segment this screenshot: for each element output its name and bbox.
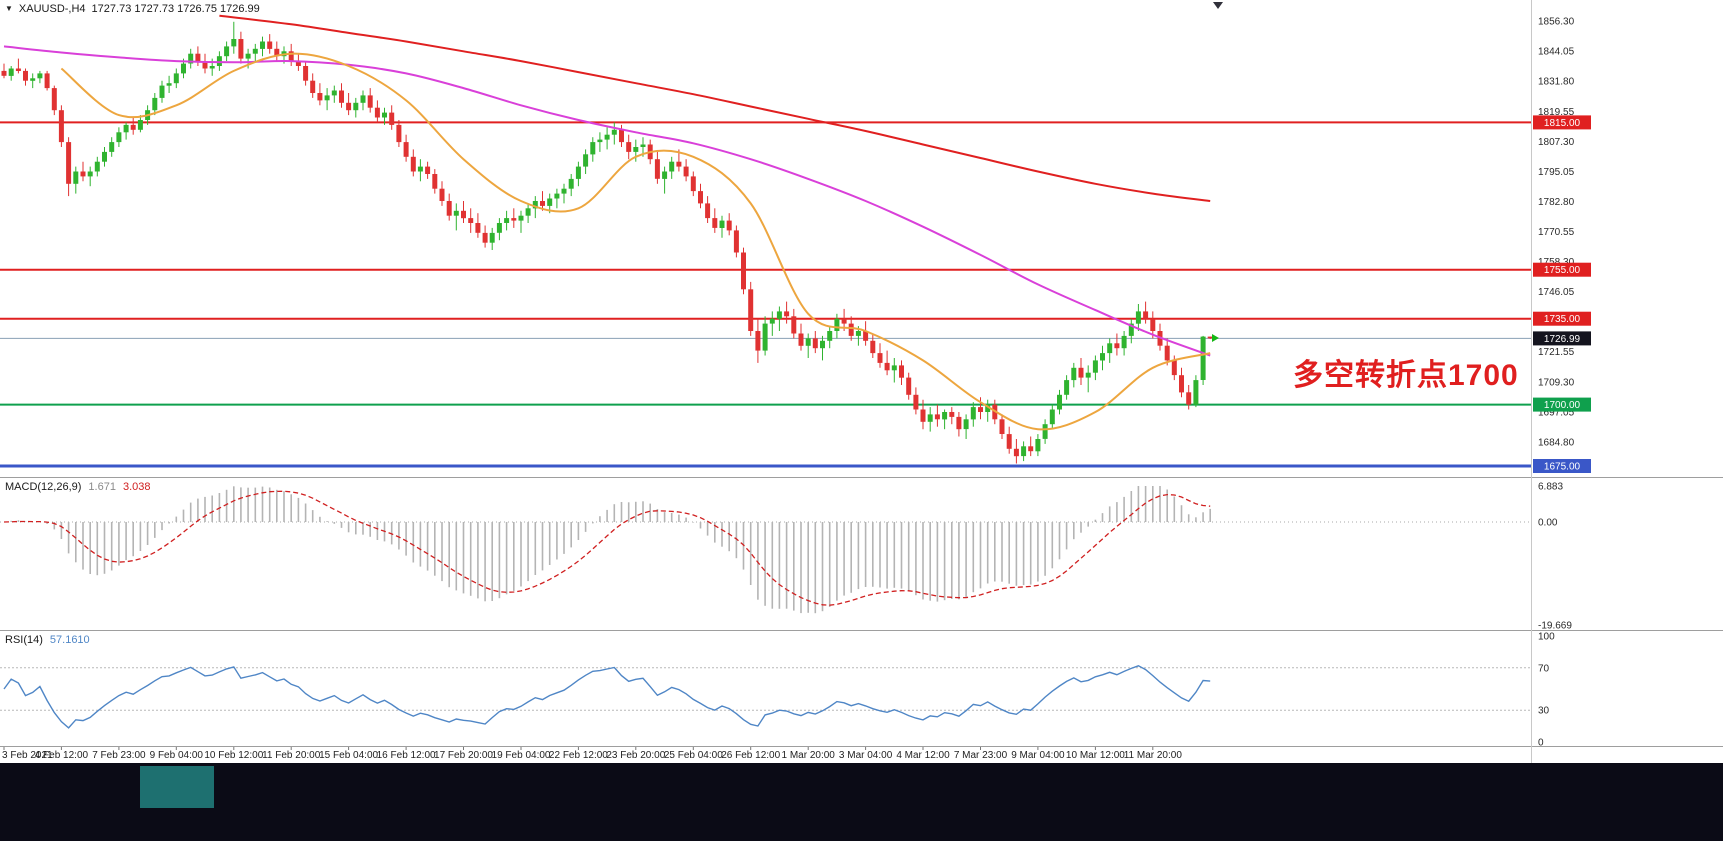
- chart-canvas[interactable]: 1856.30 1844.05 1831.80 1819.55 1807.30 1795.…: [0, 0, 1723, 763]
- svg-text:0.00: 0.00: [1538, 518, 1558, 529]
- svg-text:1697.05: 1697.05: [1538, 407, 1575, 418]
- taskbar-accent[interactable]: [140, 766, 214, 808]
- svg-text:1735.00: 1735.00: [1544, 314, 1581, 325]
- svg-text:15 Feb 04:00: 15 Feb 04:00: [319, 750, 378, 761]
- svg-text:6.883: 6.883: [1538, 482, 1563, 493]
- ohlc-values: 1727.73 1727.73 1726.75 1726.99: [91, 3, 260, 15]
- svg-text:1782.80: 1782.80: [1538, 197, 1575, 208]
- svg-text:70: 70: [1538, 663, 1550, 674]
- panel-separators: [0, 0, 1723, 763]
- svg-text:-19.669: -19.669: [1538, 621, 1572, 632]
- rsi-name: RSI(14): [5, 634, 43, 646]
- symbol-period-label: XAUUSD-,H4: [18, 3, 86, 15]
- macd-name: MACD(12,26,9): [5, 481, 82, 493]
- moving-average-lines: [3, 14, 1211, 431]
- svg-text:1684.80: 1684.80: [1538, 437, 1575, 448]
- svg-text:19 Feb 04:00: 19 Feb 04:00: [492, 750, 551, 761]
- chart-title: ▼ XAUUSD-,H4 1727.73 1727.73 1726.75 172…: [5, 3, 260, 15]
- svg-text:17 Feb 20:00: 17 Feb 20:00: [434, 750, 493, 761]
- svg-text:1819.55: 1819.55: [1538, 107, 1575, 118]
- svg-text:23 Feb 20:00: 23 Feb 20:00: [606, 750, 665, 761]
- svg-text:3 Feb 2021: 3 Feb 2021: [2, 750, 53, 761]
- macd-signal-value: 3.038: [122, 481, 151, 493]
- svg-text:1746.05: 1746.05: [1538, 287, 1575, 298]
- svg-text:4 Feb 12:00: 4 Feb 12:00: [35, 750, 89, 761]
- chart-shift-marker-icon[interactable]: [1213, 2, 1223, 9]
- svg-text:1795.05: 1795.05: [1538, 167, 1575, 178]
- macd-main-value: 1.671: [88, 481, 116, 493]
- svg-text:10 Mar 12:00: 10 Mar 12:00: [1066, 750, 1125, 761]
- candlestick-series: [1, 21, 1213, 464]
- svg-text:1770.55: 1770.55: [1538, 227, 1575, 238]
- svg-text:1721.55: 1721.55: [1538, 347, 1575, 358]
- svg-text:1 Mar 20:00: 1 Mar 20:00: [782, 750, 836, 761]
- svg-text:10 Feb 12:00: 10 Feb 12:00: [204, 750, 263, 761]
- svg-text:100: 100: [1538, 632, 1555, 643]
- svg-text:1726.99: 1726.99: [1544, 334, 1581, 345]
- svg-text:1700.00: 1700.00: [1544, 400, 1581, 411]
- rsi-value: 57.1610: [49, 634, 90, 646]
- svg-text:1844.05: 1844.05: [1538, 47, 1575, 58]
- chart-annotation: 多空转折点1700: [1293, 359, 1519, 392]
- svg-text:7 Mar 23:00: 7 Mar 23:00: [954, 750, 1008, 761]
- horizontal-level-lines[interactable]: [0, 121, 1531, 468]
- svg-text:11 Mar 20:00: 11 Mar 20:00: [1124, 750, 1183, 761]
- svg-text:1815.00: 1815.00: [1544, 118, 1581, 129]
- svg-text:0: 0: [1538, 738, 1544, 749]
- svg-text:11 Feb 20:00: 11 Feb 20:00: [262, 750, 321, 761]
- price-scale[interactable]: 1856.30 1844.05 1831.80 1819.55 1807.30 1795.…: [1533, 17, 1591, 473]
- macd-panel[interactable]: 6.883 0.00 -19.669: [0, 482, 1572, 632]
- svg-text:7 Feb 23:00: 7 Feb 23:00: [92, 750, 146, 761]
- rsi-label: RSI(14) 57.1610: [5, 634, 90, 646]
- macd-label: MACD(12,26,9) 1.671 3.038: [5, 481, 150, 493]
- svg-text:3 Mar 04:00: 3 Mar 04:00: [839, 750, 893, 761]
- svg-text:30: 30: [1538, 706, 1550, 717]
- rsi-panel[interactable]: 100 70 30 0: [0, 632, 1555, 749]
- svg-text:22 Feb 12:00: 22 Feb 12:00: [549, 750, 608, 761]
- svg-text:1758.30: 1758.30: [1538, 257, 1575, 268]
- svg-text:1675.00: 1675.00: [1544, 462, 1581, 473]
- svg-text:9 Mar 04:00: 9 Mar 04:00: [1011, 750, 1065, 761]
- svg-text:1807.30: 1807.30: [1538, 137, 1575, 148]
- svg-text:1709.30: 1709.30: [1538, 377, 1575, 388]
- svg-text:9 Feb 04:00: 9 Feb 04:00: [150, 750, 204, 761]
- taskbar[interactable]: [0, 763, 1723, 841]
- svg-text:25 Feb 04:00: 25 Feb 04:00: [664, 750, 723, 761]
- svg-text:26 Feb 12:00: 26 Feb 12:00: [721, 750, 780, 761]
- svg-text:1831.80: 1831.80: [1538, 77, 1575, 88]
- svg-text:4 Mar 12:00: 4 Mar 12:00: [896, 750, 950, 761]
- svg-text:1856.30: 1856.30: [1538, 17, 1575, 28]
- svg-text:1755.00: 1755.00: [1544, 265, 1581, 276]
- last-price-marker-icon: [1212, 334, 1219, 342]
- svg-text:16 Feb 12:00: 16 Feb 12:00: [377, 750, 436, 761]
- dropdown-arrow-icon[interactable]: ▼: [5, 4, 13, 13]
